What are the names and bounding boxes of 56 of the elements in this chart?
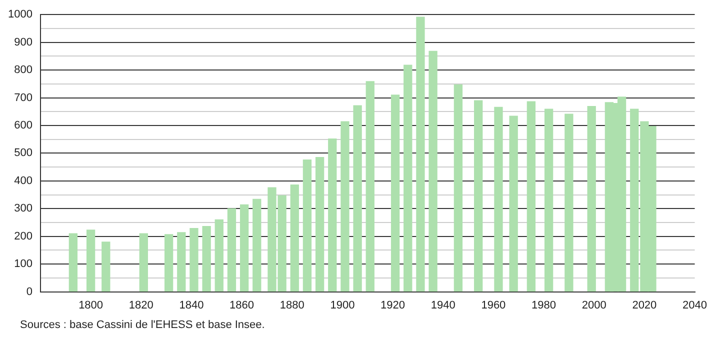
x-tick-label: 1860 xyxy=(230,299,254,312)
bar xyxy=(164,234,174,292)
bar xyxy=(494,106,503,292)
x-tick-label: 1940 xyxy=(430,299,456,312)
bar xyxy=(302,160,312,292)
x-tick-label: 1980 xyxy=(532,299,556,312)
y-tick-label: 1000 xyxy=(8,8,32,21)
bar xyxy=(474,100,483,292)
x-tick-label: 1880 xyxy=(280,299,304,312)
bar xyxy=(102,242,110,292)
bar xyxy=(454,84,463,292)
bar xyxy=(227,208,236,292)
bar xyxy=(190,228,198,292)
bar xyxy=(139,233,148,292)
x-tick-label: 2040 xyxy=(682,299,708,312)
bar xyxy=(353,105,362,292)
bar xyxy=(177,232,186,292)
x-tick-label: 1800 xyxy=(78,299,104,312)
x-tick-label: 1960 xyxy=(481,299,506,312)
y-tick-label: 200 xyxy=(14,230,32,242)
bar xyxy=(366,81,374,292)
y-tick-label: 600 xyxy=(14,120,32,132)
bar xyxy=(564,114,574,292)
x-tick-label: 1840 xyxy=(179,299,204,312)
bar xyxy=(214,219,224,292)
y-tick-label: 400 xyxy=(14,174,32,187)
y-tick-label: 800 xyxy=(14,64,32,76)
bar xyxy=(86,230,96,292)
y-tick-label: 300 xyxy=(14,202,32,215)
x-tick-label: 1820 xyxy=(128,299,154,312)
bar xyxy=(290,184,299,292)
bar xyxy=(509,116,518,292)
bar xyxy=(315,157,324,292)
bar xyxy=(404,64,412,292)
bar xyxy=(428,50,438,292)
bar xyxy=(390,94,400,292)
y-tick-label: 700 xyxy=(14,92,32,104)
y-tick-label: 100 xyxy=(14,258,32,270)
y-tick-label: 0 xyxy=(26,286,32,298)
bar xyxy=(68,233,78,292)
x-tick-label: 2000 xyxy=(582,299,606,312)
bar xyxy=(328,138,337,292)
bar xyxy=(526,101,536,292)
bar xyxy=(252,198,262,292)
source-note: Sources : base Cassini de l'EHESS et base Insee. xyxy=(20,319,265,331)
x-tick-label: 1920 xyxy=(380,299,406,312)
bar xyxy=(416,16,425,292)
x-tick-label: 2020 xyxy=(632,299,657,312)
bar xyxy=(587,106,596,292)
x-tick-label: 1900 xyxy=(330,299,355,312)
y-tick-label: 900 xyxy=(14,36,32,48)
y-tick-label: 500 xyxy=(14,147,32,160)
bar xyxy=(544,108,554,292)
bar xyxy=(240,204,249,292)
bar xyxy=(340,121,350,292)
bar xyxy=(202,226,211,292)
